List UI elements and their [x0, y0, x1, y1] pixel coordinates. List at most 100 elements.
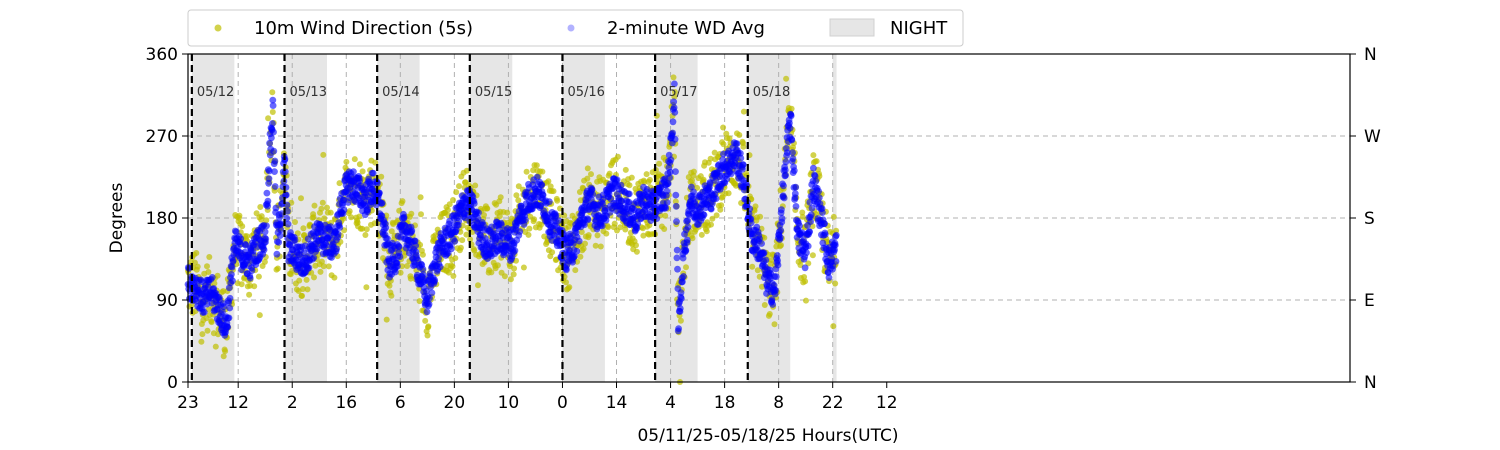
- data-point: [733, 140, 741, 148]
- data-point: [803, 249, 810, 257]
- data-point: [807, 211, 815, 219]
- data-point: [448, 245, 455, 253]
- data-point: [682, 247, 690, 254]
- data-point: [594, 232, 601, 239]
- data-point: [299, 292, 305, 299]
- data-point: [248, 267, 256, 274]
- data-point: [497, 194, 504, 201]
- data-point: [684, 223, 692, 231]
- data-point: [766, 311, 773, 317]
- data-point: [200, 308, 208, 316]
- data-point: [622, 226, 629, 233]
- data-point: [555, 217, 563, 225]
- data-point: [831, 241, 839, 249]
- data-point: [673, 246, 681, 254]
- x-tick-label-1: 12: [227, 393, 249, 413]
- legend: 10m Wind Direction (5s) 2-minute WD Avg …: [187, 9, 964, 47]
- data-point: [463, 231, 470, 238]
- data-point: [571, 253, 578, 260]
- data-point: [698, 231, 705, 238]
- y-right-tick-label-2: S: [1364, 209, 1375, 229]
- data-point: [754, 267, 761, 274]
- data-point: [226, 304, 234, 312]
- data-point: [758, 240, 765, 247]
- data-point: [664, 180, 672, 187]
- data-point: [269, 89, 276, 96]
- data-point: [475, 209, 482, 217]
- data-point: [689, 235, 696, 242]
- data-point: [683, 236, 691, 244]
- data-point: [566, 284, 573, 291]
- data-point: [783, 149, 791, 157]
- data-point: [547, 183, 554, 190]
- data-point: [769, 301, 777, 308]
- data-point: [672, 191, 680, 199]
- data-point: [459, 237, 466, 244]
- data-point: [359, 168, 366, 175]
- data-point: [321, 215, 328, 222]
- legend-wd-avg-label: 2-minute WD Avg: [607, 18, 765, 39]
- data-point: [214, 272, 221, 279]
- data-point: [672, 202, 680, 210]
- data-point: [713, 212, 720, 219]
- data-point: [552, 212, 560, 219]
- data-point: [408, 210, 415, 217]
- data-point: [318, 205, 325, 212]
- data-point: [383, 316, 390, 323]
- data-point: [634, 220, 641, 228]
- data-point: [740, 108, 747, 115]
- x-tick-label-4: 6: [395, 393, 406, 413]
- data-point: [504, 209, 511, 216]
- data-point: [363, 284, 370, 291]
- data-point: [819, 209, 826, 217]
- data-point: [787, 112, 795, 120]
- data-point: [261, 258, 268, 265]
- data-point: [809, 252, 816, 259]
- data-point: [783, 75, 790, 82]
- data-point: [815, 187, 822, 195]
- data-point: [350, 168, 357, 176]
- data-point: [803, 297, 809, 304]
- data-point: [450, 197, 456, 203]
- data-point: [228, 263, 236, 271]
- data-point: [395, 243, 403, 251]
- data-point: [522, 216, 529, 224]
- data-point: [419, 271, 427, 279]
- data-point: [310, 254, 318, 262]
- data-point: [597, 243, 604, 250]
- day-marker-label-3: 05/15: [475, 85, 512, 100]
- data-point: [261, 228, 269, 236]
- data-point: [457, 244, 464, 251]
- data-point: [484, 205, 491, 212]
- data-point: [239, 223, 246, 230]
- data-point: [554, 197, 561, 204]
- data-point: [677, 289, 685, 296]
- data-point: [670, 74, 677, 81]
- data-point: [424, 332, 431, 339]
- data-point: [667, 156, 675, 164]
- data-point: [246, 291, 253, 298]
- data-point: [436, 263, 444, 271]
- data-point: [258, 213, 265, 220]
- y-left-tick-label-2: 180: [146, 209, 178, 229]
- data-point: [801, 264, 809, 272]
- y-right-tick-label-0: N: [1364, 373, 1377, 393]
- data-point: [243, 233, 250, 240]
- data-point: [670, 98, 678, 106]
- data-point: [782, 171, 789, 179]
- day-marker-label-1: 05/13: [290, 85, 327, 100]
- data-point: [549, 249, 556, 256]
- data-point: [584, 175, 591, 182]
- data-point: [333, 245, 341, 253]
- data-point: [334, 230, 342, 238]
- data-point: [319, 199, 326, 206]
- data-point: [545, 178, 552, 185]
- data-point: [700, 211, 708, 219]
- day-marker-label-5: 05/17: [660, 85, 697, 100]
- data-point: [727, 170, 735, 178]
- data-point: [572, 267, 579, 274]
- data-point: [643, 171, 650, 178]
- data-point: [498, 221, 505, 229]
- data-point: [378, 199, 386, 207]
